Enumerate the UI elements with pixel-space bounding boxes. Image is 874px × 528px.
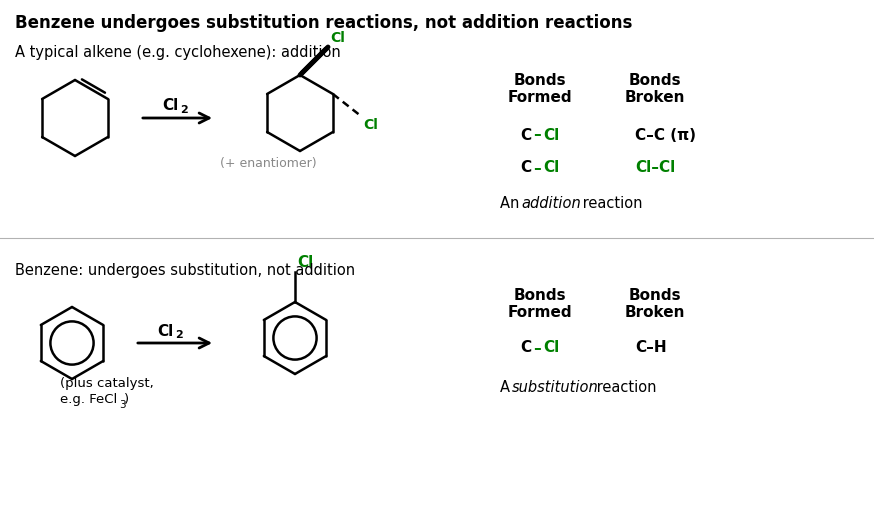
Text: e.g. FeCl: e.g. FeCl	[60, 393, 117, 407]
Text: A: A	[500, 381, 515, 395]
Text: –: –	[533, 127, 541, 143]
Text: C: C	[520, 161, 531, 175]
Text: substitution: substitution	[512, 381, 599, 395]
Text: A typical alkene (e.g. cyclohexene): addition: A typical alkene (e.g. cyclohexene): add…	[15, 44, 341, 60]
Text: Bonds
Broken: Bonds Broken	[625, 288, 685, 320]
Text: C–H: C–H	[635, 341, 667, 355]
Text: Benzene undergoes substitution reactions, not addition reactions: Benzene undergoes substitution reactions…	[15, 14, 633, 32]
Text: (+ enantiomer): (+ enantiomer)	[219, 156, 316, 169]
Text: –: –	[533, 161, 541, 175]
Text: Cl: Cl	[363, 118, 378, 132]
Text: Bonds
Formed: Bonds Formed	[508, 73, 572, 106]
Text: reaction: reaction	[578, 195, 642, 211]
Text: Cl: Cl	[543, 161, 559, 175]
Text: Cl: Cl	[543, 341, 559, 355]
Text: 2: 2	[180, 105, 188, 115]
Text: ): )	[124, 393, 129, 407]
Text: C: C	[520, 341, 531, 355]
Text: Bonds
Formed: Bonds Formed	[508, 288, 572, 320]
Text: Cl: Cl	[157, 324, 173, 338]
Text: 3: 3	[119, 400, 126, 410]
Text: C–C (π): C–C (π)	[635, 127, 696, 143]
Text: Bonds
Broken: Bonds Broken	[625, 73, 685, 106]
Text: Benzene: undergoes substitution, not addition: Benzene: undergoes substitution, not add…	[15, 262, 355, 278]
Text: Cl: Cl	[543, 127, 559, 143]
Text: 2: 2	[175, 330, 183, 340]
Text: Cl: Cl	[162, 99, 178, 114]
Text: (plus catalyst,: (plus catalyst,	[60, 376, 154, 390]
Text: C: C	[520, 127, 531, 143]
Text: An: An	[500, 195, 524, 211]
Text: –: –	[533, 341, 541, 355]
Text: addition: addition	[521, 195, 580, 211]
Text: Cl: Cl	[297, 255, 313, 270]
Text: Cl: Cl	[330, 31, 345, 45]
Text: Cl–Cl: Cl–Cl	[635, 161, 676, 175]
Text: reaction: reaction	[592, 381, 656, 395]
